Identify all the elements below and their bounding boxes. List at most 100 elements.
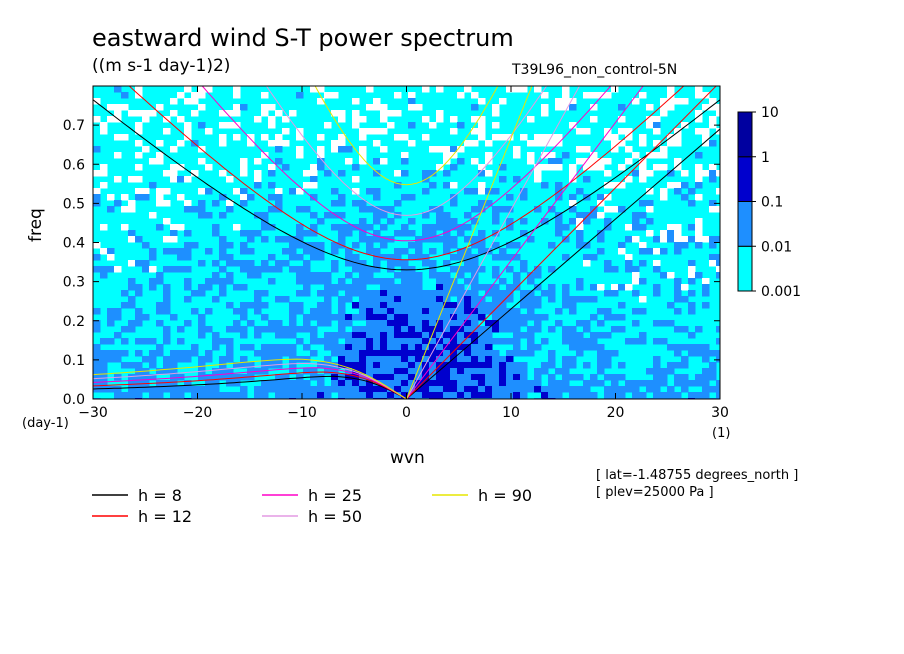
field-cell (366, 206, 374, 213)
field-cell (464, 254, 472, 261)
field-cell (695, 230, 703, 237)
field-cell (352, 200, 360, 207)
colorbar-label: 1 (761, 150, 770, 166)
field-cell (688, 392, 696, 399)
field-cell (541, 140, 549, 147)
field-cell (401, 134, 409, 141)
field-cell (310, 194, 318, 201)
field-cell (625, 338, 633, 345)
field-cell (618, 128, 626, 135)
field-cell (569, 386, 577, 393)
field-cell (653, 164, 661, 171)
field-cell (408, 266, 416, 273)
field-cell (198, 158, 206, 165)
field-cell (492, 122, 500, 129)
field-cell (513, 272, 521, 279)
field-cell (324, 290, 332, 297)
field-cell (562, 98, 570, 105)
field-cell (422, 362, 430, 369)
field-cell (541, 290, 549, 297)
field-cell (296, 92, 304, 99)
field-cell (380, 212, 388, 219)
field-cell (296, 326, 304, 333)
field-cell (240, 104, 248, 111)
field-cell (443, 290, 451, 297)
field-cell (548, 380, 556, 387)
field-cell (268, 266, 276, 273)
field-cell (121, 92, 129, 99)
field-cell (366, 296, 374, 303)
field-cell (457, 290, 465, 297)
field-cell (282, 140, 290, 147)
field-cell (128, 326, 136, 333)
field-cell (604, 158, 612, 165)
field-cell (457, 284, 465, 291)
field-cell (219, 194, 227, 201)
field-cell (429, 302, 437, 309)
field-cell (443, 368, 451, 375)
field-cell (205, 380, 213, 387)
field-cell (702, 170, 710, 177)
field-cell (198, 122, 206, 129)
field-cell (352, 260, 360, 267)
field-cell (359, 200, 367, 207)
field-cell (317, 362, 325, 369)
field-cell (520, 218, 528, 225)
field-cell (429, 146, 437, 153)
field-cell (198, 290, 206, 297)
field-cell (646, 248, 654, 255)
field-cell (471, 116, 479, 123)
field-cell (688, 308, 696, 315)
field-cell (667, 272, 675, 279)
field-cell (478, 98, 486, 105)
field-cell (576, 278, 584, 285)
field-cell (380, 332, 388, 339)
field-cell (135, 320, 143, 327)
field-cell (163, 368, 171, 375)
field-cell (667, 302, 675, 309)
field-cell (163, 236, 171, 243)
field-cell (114, 386, 122, 393)
field-cell (548, 374, 556, 381)
field-cell (114, 134, 122, 141)
field-cell (219, 338, 227, 345)
field-cell (226, 350, 234, 357)
field-cell (646, 170, 654, 177)
field-cell (702, 302, 710, 309)
field-cell (562, 386, 570, 393)
field-cell (121, 392, 129, 399)
field-cell (303, 290, 311, 297)
field-cell (450, 374, 458, 381)
field-cell (296, 224, 304, 231)
field-cell (436, 278, 444, 285)
field-cell (576, 296, 584, 303)
field-cell (121, 224, 129, 231)
field-cell (674, 236, 682, 243)
field-cell (443, 272, 451, 279)
field-cell (219, 242, 227, 249)
field-cell (583, 338, 591, 345)
field-cell (464, 368, 472, 375)
field-cell (149, 338, 157, 345)
field-cell (485, 350, 493, 357)
field-cell (478, 332, 486, 339)
field-cell (527, 152, 535, 159)
field-cell (695, 326, 703, 333)
field-cell (450, 182, 458, 189)
field-cell (296, 134, 304, 141)
field-cell (268, 164, 276, 171)
field-cell (681, 356, 689, 363)
x-tick-label: 20 (607, 405, 625, 421)
field-cell (457, 386, 465, 393)
field-cell (457, 362, 465, 369)
field-cell (191, 392, 199, 399)
field-cell (212, 338, 220, 345)
field-cell (380, 278, 388, 285)
field-cell (338, 302, 346, 309)
field-cell (674, 284, 682, 291)
field-cell (373, 326, 381, 333)
field-cell (317, 278, 325, 285)
field-cell (387, 314, 395, 321)
field-cell (149, 374, 157, 381)
field-cell (527, 338, 535, 345)
